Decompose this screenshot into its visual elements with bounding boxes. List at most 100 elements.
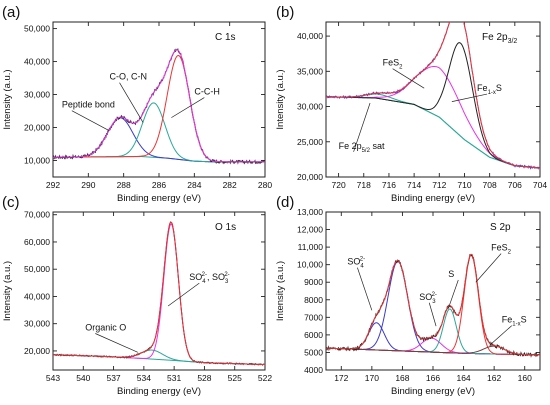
ann-suffix: sat (370, 141, 385, 151)
component-peak (326, 65, 540, 169)
ann-sub: 4 (202, 279, 206, 285)
ann-main: Organic O (85, 323, 126, 333)
x-tick-label: 718 (357, 180, 371, 190)
y-tick-label: 50,000 (24, 264, 50, 274)
annotation-label: Fe 2p5/2 sat (339, 141, 385, 154)
ann-main: C-C-H (194, 87, 220, 97)
panel-2: 720 718 716 714 712 710 708 706 704 20,000 25,000 3… (275, 4, 547, 204)
y-tick-label: 8000 (304, 295, 323, 305)
x-tick-label: 720 (331, 180, 345, 190)
annotation-arrow (475, 253, 502, 283)
panel-title: Fe 2p3/2 (482, 32, 517, 45)
ann-part: SO (189, 272, 202, 282)
x-axis-label: Binding energy (eV) (117, 193, 201, 204)
y-axis-label: Intensity (a.u.) (275, 261, 286, 321)
y-tick-label: 5000 (304, 347, 323, 357)
ann-part: , SO (207, 272, 225, 282)
y-tick-label: 13,000 (297, 207, 323, 217)
x-tick-label: 714 (407, 180, 421, 190)
y-tick-label: 10,000 (24, 156, 50, 166)
plot-frame (52, 211, 266, 371)
ann-sub: 3 (432, 299, 436, 305)
annotation-arrow (353, 102, 371, 152)
ann-sub: 2 (508, 250, 512, 256)
x-tick-label: 543 (46, 373, 60, 383)
curve-group (53, 48, 265, 165)
ann-sub: 1-x (512, 322, 520, 328)
x-tick-label: 716 (382, 180, 396, 190)
x-tick-label: 160 (518, 373, 532, 383)
y-tick-label: 4000 (304, 365, 323, 375)
x-axis-label: Binding energy (eV) (391, 386, 475, 397)
annotation-label: Peptide bond (62, 100, 115, 110)
panel-letter: (a) (2, 4, 20, 21)
y-tick-label: 7000 (304, 312, 323, 322)
annotation-arrow (119, 82, 144, 123)
plot-frame (325, 21, 541, 178)
curve-group (326, 22, 540, 170)
y-tick-label: 40,000 (24, 57, 50, 67)
ann-suffix: S (496, 83, 502, 93)
fitted-envelope (326, 22, 540, 169)
ann-main: Fe (502, 315, 513, 325)
ann-sup: 2- (432, 292, 437, 298)
ann-main: SO (419, 292, 432, 302)
y-axis-label: Intensity (a.u.) (2, 261, 13, 321)
x-tick-label: 168 (395, 373, 409, 383)
annotation-arrow (95, 333, 138, 353)
y-tick-label: 12,000 (297, 225, 323, 235)
y-tick-label: 9000 (304, 277, 323, 287)
x-tick-label: 522 (258, 373, 272, 383)
y-tick-label: 10,000 (297, 260, 323, 270)
x-axis-label: Binding energy (eV) (117, 386, 201, 397)
annotation-arrow (171, 97, 205, 118)
annotation-arrow (451, 93, 488, 102)
component-peak (53, 102, 265, 163)
panel-3: 543 540 537 534 531 528 525 522 20,000 30,000 40,0… (2, 194, 272, 397)
y-tick-label: 60,000 (24, 237, 50, 247)
ann-main: S (448, 269, 454, 279)
x-tick-label: 162 (487, 373, 501, 383)
x-tick-label: 292 (46, 180, 60, 190)
ann-main: Fe (477, 83, 488, 93)
x-tick-label: 534 (137, 373, 151, 383)
y-tick-label: 30,000 (24, 319, 50, 329)
panel-title: C 1s (215, 32, 236, 43)
x-axis-label: Binding energy (eV) (391, 193, 475, 204)
x-tick-label: 290 (81, 180, 95, 190)
y-tick-label: 40,000 (24, 291, 50, 301)
ann-sub: 3 (225, 279, 229, 285)
curve-group (53, 221, 265, 366)
panel-title: S 2p (490, 222, 511, 233)
ann-main: Peptide bond (62, 100, 115, 110)
x-tick-label: 712 (432, 180, 446, 190)
annotation-label: C-C-H (194, 87, 220, 97)
ann-sub: 4 (360, 264, 364, 270)
ann-sup: 2- (224, 272, 229, 278)
annotation-label: C-O, C-N (110, 72, 147, 82)
ann-sup: 2- (202, 272, 207, 278)
y-tick-label: 35,000 (297, 66, 323, 76)
observed-spectrum (53, 221, 265, 366)
ann-sup: 2- (360, 257, 365, 263)
x-tick-label: 704 (533, 180, 547, 190)
fitted-envelope (53, 221, 265, 366)
component-peak (53, 223, 265, 366)
panel-4: 172 170 168 166 164 162 160 4000 5000 6000 7000 800… (275, 194, 541, 397)
annotation-label: SO42- (347, 257, 365, 270)
x-tick-label: 170 (365, 373, 379, 383)
ann-sub: 1-x (488, 90, 496, 96)
y-tick-label: 20,000 (24, 123, 50, 133)
component-peak (326, 260, 540, 356)
ann-main: Fe 2p (339, 141, 362, 151)
x-tick-label: 528 (197, 373, 211, 383)
annotation-arrow (392, 68, 425, 89)
y-tick-label: 70,000 (24, 210, 50, 220)
component-peak (326, 93, 540, 169)
ann-main: FeS (491, 243, 508, 253)
y-tick-label: 11,000 (298, 242, 324, 252)
y-tick-label: 20,000 (24, 346, 50, 356)
annotation-label: SO32- (419, 292, 437, 305)
component-peak (53, 349, 265, 366)
x-tick-label: 166 (426, 373, 440, 383)
